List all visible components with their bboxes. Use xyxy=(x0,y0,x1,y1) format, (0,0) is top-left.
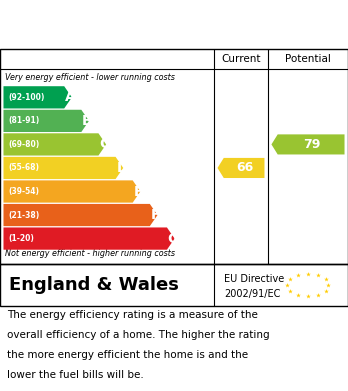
Polygon shape xyxy=(3,204,157,226)
Text: the more energy efficient the home is and the: the more energy efficient the home is an… xyxy=(7,350,248,360)
Polygon shape xyxy=(3,228,175,250)
Text: G: G xyxy=(168,231,179,246)
Text: England & Wales: England & Wales xyxy=(9,276,179,294)
Text: Energy Efficiency Rating: Energy Efficiency Rating xyxy=(10,25,232,41)
Text: Very energy efficient - lower running costs: Very energy efficient - lower running co… xyxy=(5,73,175,82)
Text: B: B xyxy=(82,114,93,128)
Text: 79: 79 xyxy=(303,138,320,151)
Text: overall efficiency of a home. The higher the rating: overall efficiency of a home. The higher… xyxy=(7,330,270,340)
Polygon shape xyxy=(3,133,106,156)
Text: F: F xyxy=(150,208,160,222)
Text: E: E xyxy=(133,185,143,199)
Text: (1-20): (1-20) xyxy=(9,234,34,243)
Text: EU Directive: EU Directive xyxy=(224,274,285,284)
Text: Not energy efficient - higher running costs: Not energy efficient - higher running co… xyxy=(5,249,175,258)
Text: Current: Current xyxy=(221,54,261,64)
Text: (55-68): (55-68) xyxy=(9,163,40,172)
Polygon shape xyxy=(271,135,345,154)
Text: D: D xyxy=(116,161,128,175)
Polygon shape xyxy=(3,180,140,203)
Text: C: C xyxy=(99,137,109,151)
Polygon shape xyxy=(218,158,264,178)
Text: (21-38): (21-38) xyxy=(9,210,40,219)
Text: (69-80): (69-80) xyxy=(9,140,40,149)
Polygon shape xyxy=(3,157,123,179)
Text: lower the fuel bills will be.: lower the fuel bills will be. xyxy=(7,370,144,380)
Text: Potential: Potential xyxy=(285,54,331,64)
Text: 2002/91/EC: 2002/91/EC xyxy=(224,289,281,299)
Text: The energy efficiency rating is a measure of the: The energy efficiency rating is a measur… xyxy=(7,310,258,319)
Polygon shape xyxy=(3,110,89,132)
Text: A: A xyxy=(65,90,76,104)
Text: (81-91): (81-91) xyxy=(9,117,40,126)
Polygon shape xyxy=(3,86,72,108)
Text: (39-54): (39-54) xyxy=(9,187,40,196)
Text: (92-100): (92-100) xyxy=(9,93,45,102)
Text: 66: 66 xyxy=(236,161,253,174)
